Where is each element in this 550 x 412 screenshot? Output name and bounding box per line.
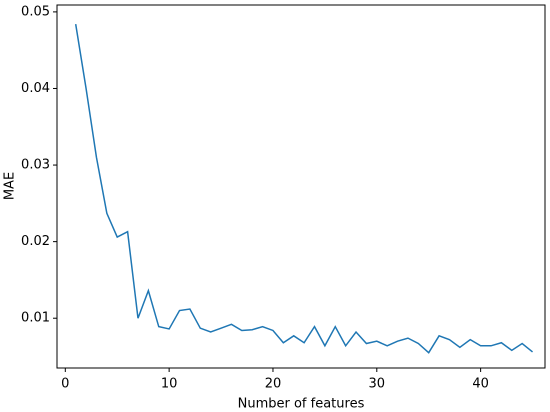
x-axis-label: Number of features (238, 397, 365, 412)
axes-frame (56, 4, 546, 369)
x-tick-label: 30 (369, 377, 386, 392)
x-tick-label: 40 (472, 377, 489, 392)
data-line (74, 24, 534, 354)
x-tick-label: 20 (265, 377, 282, 392)
x-tick-label: 10 (161, 377, 178, 392)
y-tick-label: 0.03 (21, 158, 50, 173)
y-tick-label: 0.04 (21, 81, 50, 96)
y-axis-label: MAE (3, 172, 18, 200)
y-tick-label: 0.01 (21, 311, 50, 326)
y-tick-label: 0.02 (21, 234, 50, 249)
y-tick-label: 0.05 (21, 4, 50, 19)
x-tick-label: 0 (61, 377, 69, 392)
